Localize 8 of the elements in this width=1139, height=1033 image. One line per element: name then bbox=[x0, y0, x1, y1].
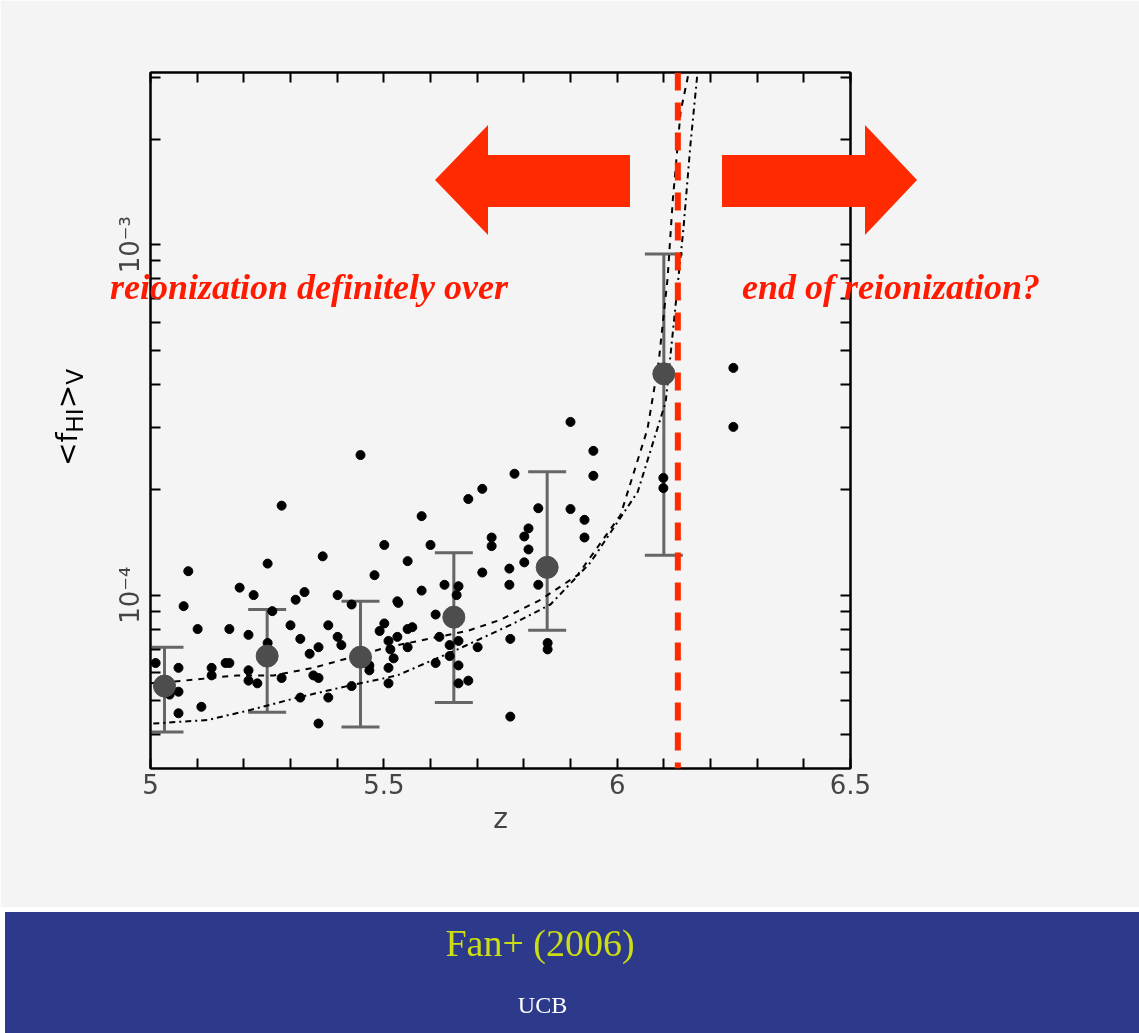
x-tick-label: 5 bbox=[142, 769, 159, 800]
x-tick-label: 6 bbox=[608, 769, 626, 800]
text: Fan+ (2006) bbox=[444, 921, 636, 966]
x-tick-label: 5.5 bbox=[363, 769, 405, 800]
text: UCB bbox=[516, 991, 569, 1021]
x-axis-title: z bbox=[493, 801, 508, 835]
x-tick-label: 6.5 bbox=[829, 769, 872, 800]
y-tick-label: 10⁻⁴ bbox=[115, 566, 146, 624]
